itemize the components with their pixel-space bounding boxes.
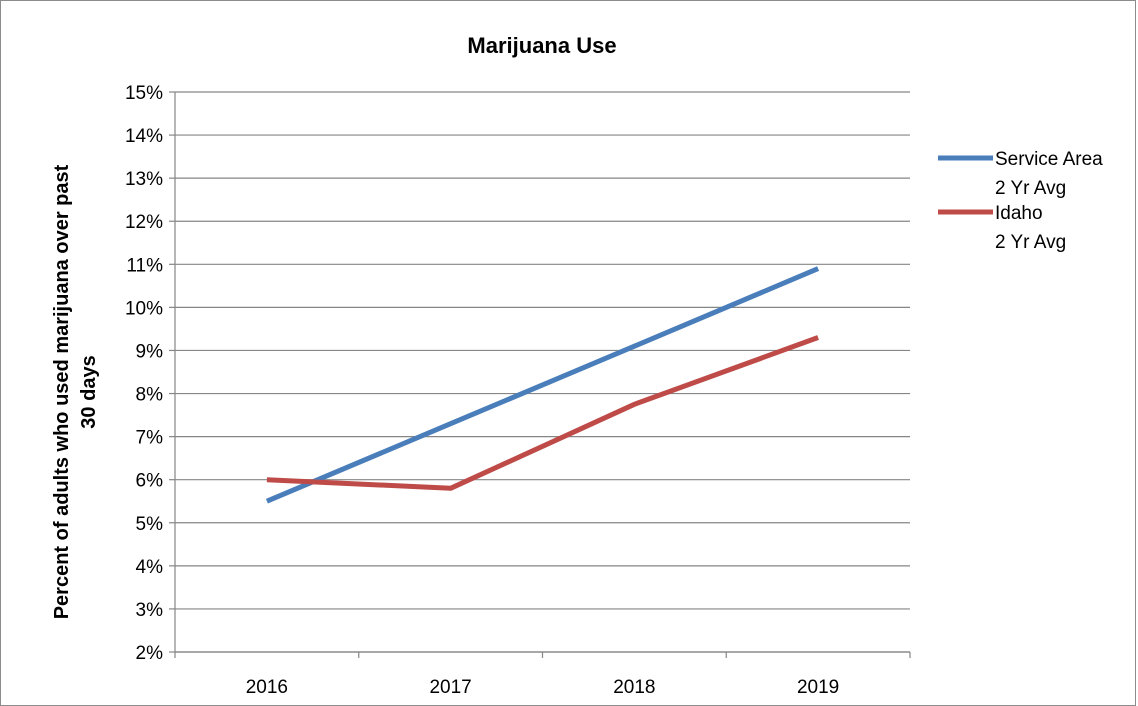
series-lines (267, 269, 818, 502)
legend: Service Area 2 Yr Avg Idaho 2 Yr Avg (938, 149, 1103, 253)
y-tick-label: 11% (126, 255, 163, 276)
legend-label: 2 Yr Avg (995, 178, 1066, 199)
tick-labels: 2% 3% 4% 5% 6% 7% 8% 9% 10% 11% 12% 13% 14% 15% 2016 20… (125, 83, 839, 698)
y-tick-label: 8% (136, 385, 164, 406)
y-tick-label: 9% (136, 341, 164, 362)
axes (169, 92, 910, 658)
y-tick-label: 2% (136, 643, 164, 664)
x-tick-label: 2018 (613, 677, 655, 698)
y-tick-label: 13% (125, 169, 163, 190)
y-tick-label: 14% (125, 126, 163, 147)
y-axis-label-line-1: Percent of adults who used marijuana ove… (51, 164, 73, 619)
series-line-0 (267, 269, 818, 502)
y-axis-label: Percent of adults who used marijuana ove… (51, 164, 100, 619)
x-tick-label: 2019 (797, 677, 839, 698)
legend-label: 2 Yr Avg (995, 232, 1066, 253)
y-tick-label: 5% (136, 514, 164, 535)
y-axis-label-line-2: 30 days (78, 355, 100, 428)
y-tick-label: 6% (136, 471, 164, 492)
x-tick-label: 2017 (429, 677, 471, 698)
x-tick-label: 2016 (246, 677, 288, 698)
legend-label: Service Area (995, 149, 1103, 170)
y-tick-label: 10% (125, 298, 163, 319)
gridlines (175, 92, 910, 652)
y-tick-label: 4% (136, 557, 164, 578)
y-tick-label: 7% (136, 428, 164, 449)
y-tick-label: 15% (125, 83, 163, 104)
chart-title: Marijuana Use (467, 33, 616, 58)
y-tick-label: 12% (125, 212, 163, 233)
y-tick-label: 3% (136, 600, 164, 621)
legend-label: Idaho (995, 203, 1043, 224)
